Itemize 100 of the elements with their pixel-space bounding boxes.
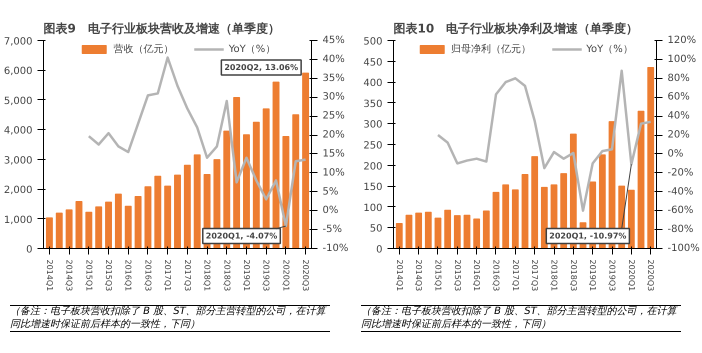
x-tick-label: 2016Q1 (472, 260, 482, 292)
y-tick-label: 1,000 (4, 214, 33, 226)
bar (194, 154, 201, 248)
bar (114, 194, 122, 248)
y-tick-label: 0 (376, 244, 383, 256)
y-tick-label: 3,000 (4, 155, 33, 166)
x-tick-label: 2017Q3 (182, 260, 192, 292)
bar (512, 189, 519, 248)
y-tick-label: 350 (363, 98, 383, 110)
bar (66, 209, 73, 248)
y2-tick-label: 100% (668, 54, 696, 65)
y-tick-label: 2,000 (4, 185, 33, 196)
bar (134, 196, 142, 248)
annotation: 2020Q1, -10.97% (549, 232, 626, 241)
y2-tick-label: 40% (668, 110, 690, 122)
legend-label: YoY（%） (586, 43, 633, 56)
x-tick-label: 2019Q1 (242, 260, 251, 292)
x-tick-label: 2019Q1 (588, 260, 598, 292)
y2-tick-label: 45% (322, 35, 345, 46)
bar (95, 206, 102, 248)
bar (396, 223, 403, 248)
chart-title: 图表10 电子行业板块净利及增速（单季度） (394, 22, 638, 36)
x-tick-label: 2016Q3 (143, 260, 152, 292)
bar (302, 72, 310, 248)
y2-tick-label: 35% (322, 72, 345, 84)
x-tick-label: 2020Q3 (301, 260, 310, 292)
chart-title: 图表9 电子行业板块营收及增速（单季度） (44, 22, 280, 36)
y-tick-label: 50 (370, 224, 383, 235)
x-tick-label: 2014Q3 (414, 260, 424, 292)
bar (482, 210, 490, 248)
y2-tick-label: 5% (322, 186, 338, 198)
text: （备注：电子板块营收扣除了 B 股、ST、部分主营转型的公司，在计算同比增速时保证前后样本的一致性，下同） (361, 306, 681, 331)
bar (647, 67, 654, 248)
y2-tick-label: -100% (668, 243, 700, 254)
bar (174, 174, 181, 248)
x-tick-label: 2015Q3 (104, 260, 114, 292)
x-tick-label: 2020Q1 (626, 260, 636, 292)
y2-tick-label: -80% (668, 224, 694, 236)
bar (85, 212, 92, 248)
y2-tick-label: 30% (322, 92, 345, 103)
y-tick-label: 250 (363, 140, 383, 152)
x-tick-label: 2019Q3 (608, 260, 617, 292)
x-tick-label: 2020Q3 (646, 260, 656, 292)
y2-tick-label: 120% (668, 35, 696, 46)
y-tick-label: 450 (363, 57, 383, 68)
x-tick-label: 2015Q3 (452, 260, 462, 292)
bar (628, 190, 635, 248)
bar (531, 156, 538, 248)
y-tick-label: 7,000 (4, 36, 33, 48)
bar (638, 110, 644, 248)
annotation: 2020Q1, -4.07% (206, 232, 278, 241)
legend-label: YoY（%） (228, 43, 276, 56)
bar (492, 192, 500, 248)
y-tick-label: 100 (363, 202, 383, 214)
bar (124, 206, 132, 248)
legend-label: 营收（亿元） (114, 42, 174, 56)
bar (415, 212, 422, 248)
y2-tick-label: -20% (668, 167, 694, 178)
y2-tick-label: 60% (668, 92, 690, 103)
x-tick-label: 2019Q3 (262, 260, 271, 292)
y2-tick-label: -10% (322, 243, 348, 254)
y2-tick-label: 0% (668, 148, 684, 160)
x-tick-label: 2015Q1 (84, 260, 94, 292)
y-tick-label: 400 (363, 78, 383, 90)
y2-tick-label: -5% (322, 224, 342, 236)
x-tick-label: 2014Q1 (44, 260, 54, 292)
y2-tick-label: 20% (322, 130, 345, 141)
bar (502, 184, 510, 248)
x-tick-label: 2014Q1 (394, 260, 404, 292)
bar (473, 218, 480, 248)
y2-tick-label: 80% (668, 72, 690, 84)
y2-tick-label: 20% (668, 130, 690, 141)
y-tick-label: 0 (26, 244, 33, 256)
line-series (88, 56, 307, 228)
x-tick-label: 2017Q1 (510, 260, 520, 292)
bar (464, 214, 470, 248)
y-tick-label: 150 (363, 182, 383, 194)
line-series (436, 70, 652, 212)
x-tick-label: 2015Q1 (433, 260, 442, 292)
y2-tick-label: 40% (322, 54, 345, 65)
x-tick-label: 2017Q3 (530, 260, 540, 292)
y2-tick-label: 25% (322, 110, 345, 122)
bar (56, 212, 63, 248)
y2-tick-label: 10% (322, 167, 345, 178)
x-tick-label: 2016Q3 (491, 260, 500, 292)
bar (406, 214, 412, 248)
y-tick-label: 500 (363, 36, 383, 48)
bar (46, 217, 53, 248)
x-tick-label: 2020Q1 (281, 260, 290, 292)
bar (154, 176, 162, 248)
x-tick-label: 2018Q3 (568, 260, 578, 292)
y-tick-label: 4,000 (4, 126, 33, 137)
x-tick-label: 2018Q1 (550, 260, 559, 292)
x-tick-label: 2016Q1 (124, 260, 133, 292)
y2-tick-label: -40% (668, 186, 694, 198)
bar (434, 218, 442, 248)
bar (424, 212, 432, 248)
bar (76, 201, 82, 248)
bar (184, 164, 191, 248)
y-tick-label: 6,000 (4, 66, 33, 78)
